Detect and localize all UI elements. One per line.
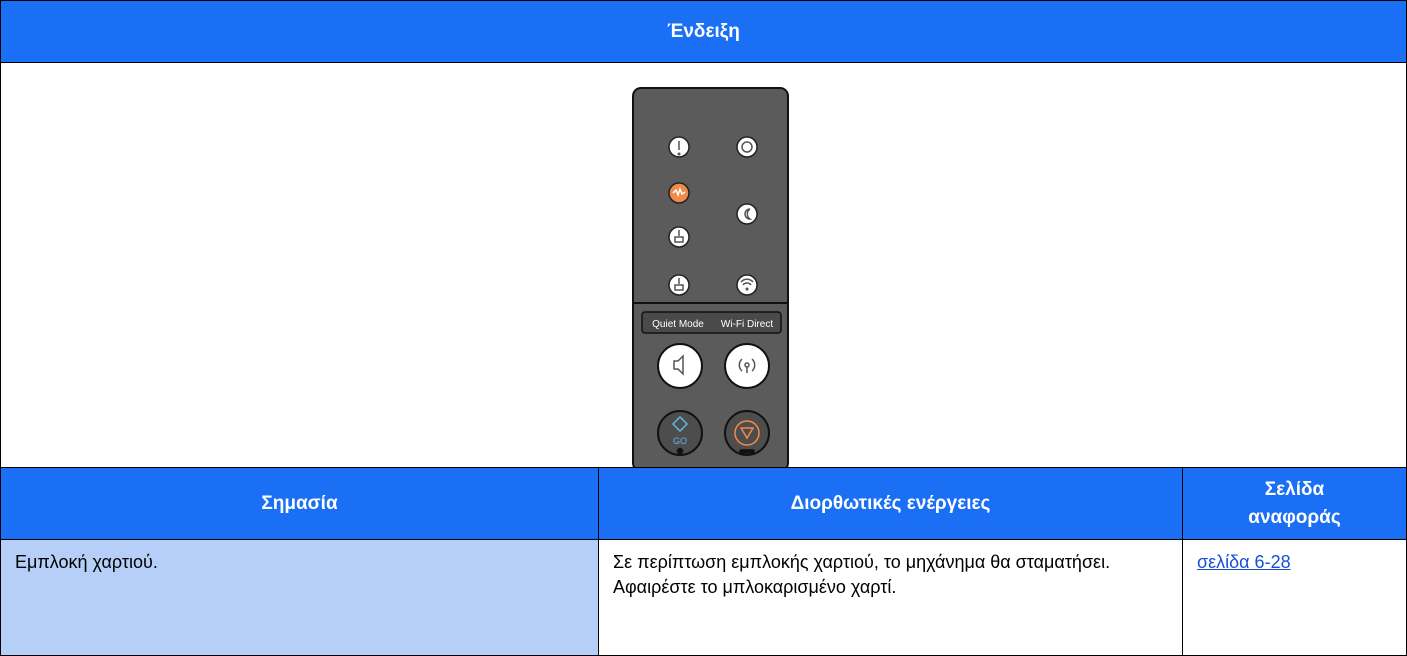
wifi-button <box>724 343 770 389</box>
go-label: GO <box>673 436 687 446</box>
quiet-mode-label: Quiet Mode <box>652 319 704 330</box>
led <box>736 274 758 296</box>
wifi-direct-label: Wi-Fi Direct <box>721 319 773 330</box>
image-row: Quiet Mode Wi-Fi Direct GO <box>0 62 1407 468</box>
column-header: Σελίδα αναφοράς <box>1182 467 1407 540</box>
leds <box>668 136 758 296</box>
led <box>736 136 758 158</box>
go-button <box>657 410 703 456</box>
panel-body <box>632 87 789 467</box>
led-icons <box>672 141 754 291</box>
header-title: Ένδειξη <box>0 0 1407 63</box>
column-header: Διορθωτικές ενέργειες <box>598 467 1183 540</box>
reference-cell: σελίδα 6-28 <box>1182 539 1407 656</box>
buttons <box>657 343 770 456</box>
label-box <box>641 311 782 334</box>
action-cell: Σε περίπτωση εμπλοκής χαρτιού, το μηχάνη… <box>598 539 1183 656</box>
button-icons <box>671 354 760 455</box>
column-header: Σημασία <box>0 467 599 540</box>
control-panel: Quiet Mode Wi-Fi Direct GO <box>632 87 789 467</box>
quiet-button <box>657 343 703 389</box>
page-link[interactable]: σελίδα 6-28 <box>1197 552 1291 572</box>
meaning-cell: Εμπλοκή χαρτιού. <box>0 539 599 656</box>
stop-button <box>724 410 770 456</box>
